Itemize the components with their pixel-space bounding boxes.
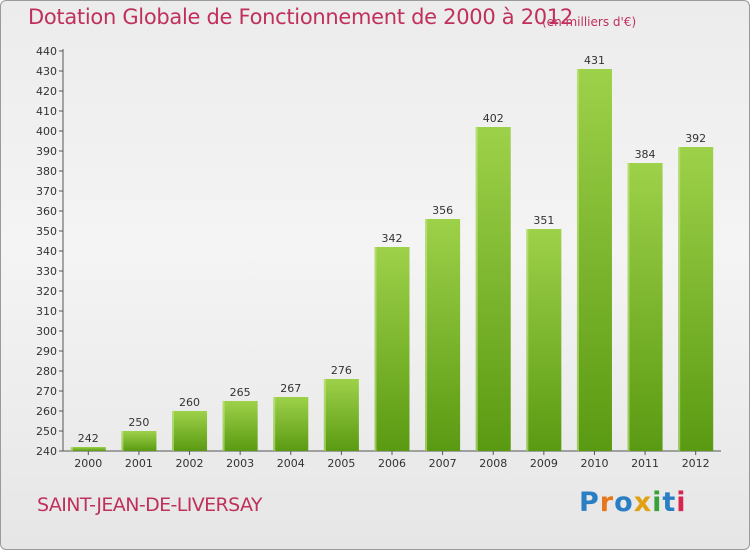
bar-highlight-2002 [172, 411, 175, 451]
bar-highlight-2000 [70, 447, 73, 451]
bar-highlight-2004 [273, 397, 276, 451]
bar-2002 [172, 411, 208, 451]
proxiti-logo[interactable]: Proxiti [579, 487, 687, 518]
bar-highlight-2006 [374, 247, 377, 451]
y-tick-label: 360 [36, 205, 57, 218]
x-tick-label-2001: 2001 [125, 457, 153, 470]
y-tick-label: 430 [36, 65, 57, 78]
bar-highlight-2008 [475, 127, 478, 451]
bar-2008 [475, 127, 511, 451]
data-label-2012: 392 [685, 132, 706, 145]
y-tick-label: 270 [36, 385, 57, 398]
y-tick-label: 240 [36, 445, 57, 458]
y-tick-label: 400 [36, 125, 57, 138]
y-tick-label: 280 [36, 365, 57, 378]
bar-2006 [374, 247, 410, 451]
y-tick-label: 260 [36, 405, 57, 418]
y-tick-label: 410 [36, 105, 57, 118]
bar-series [70, 69, 714, 451]
x-tick-label-2008: 2008 [479, 457, 507, 470]
x-tick-label-2004: 2004 [277, 457, 305, 470]
data-label-2006: 342 [382, 232, 403, 245]
x-tick-label-2006: 2006 [378, 457, 406, 470]
bar-2001 [121, 431, 157, 451]
logo-letter: i [652, 487, 663, 518]
x-tick-label-2009: 2009 [530, 457, 558, 470]
y-tick-label: 370 [36, 185, 57, 198]
bar-highlight-2007 [425, 219, 428, 451]
x-tick-label-2002: 2002 [176, 457, 204, 470]
y-tick-label: 440 [36, 45, 57, 58]
bar-2005 [323, 379, 359, 451]
data-label-2011: 384 [635, 148, 656, 161]
x-tick-label-2000: 2000 [74, 457, 102, 470]
bar-highlight-2009 [526, 229, 529, 451]
logo-letter: r [599, 487, 615, 518]
logo-letter: i [676, 487, 687, 518]
y-tick-label: 320 [36, 285, 57, 298]
bar-highlight-2011 [627, 163, 630, 451]
logo-letter: P [579, 487, 600, 518]
bar-2004 [273, 397, 309, 451]
bar-2011 [627, 163, 663, 451]
data-label-2001: 250 [128, 416, 149, 429]
y-tick-label: 350 [36, 225, 57, 238]
logo-letter: o [614, 487, 634, 518]
bar-highlight-2005 [323, 379, 326, 451]
x-tick-label-2010: 2010 [580, 457, 608, 470]
logo-letter: t [662, 487, 677, 518]
y-tick-label: 300 [36, 325, 57, 338]
y-tick-label: 330 [36, 265, 57, 278]
data-label-2003: 265 [230, 386, 251, 399]
data-label-2005: 276 [331, 364, 352, 377]
y-tick-label: 290 [36, 345, 57, 358]
y-tick-label: 310 [36, 305, 57, 318]
data-label-2010: 431 [584, 54, 605, 67]
y-tick-label: 340 [36, 245, 57, 258]
x-tick-label-2005: 2005 [327, 457, 355, 470]
bar-highlight-2012 [678, 147, 681, 451]
bar-2000 [70, 447, 106, 451]
bar-2012 [678, 147, 714, 451]
bar-2003 [222, 401, 258, 451]
y-axis: 240 250 260 270 280 290 300 310 320 330 340 350 360 3… [36, 45, 64, 458]
data-label-2009: 351 [533, 214, 554, 227]
data-labels: 242 250 260 265 267 276 342 356 402 351 431 384 392 [78, 54, 706, 445]
bar-highlight-2010 [576, 69, 579, 451]
x-tick-label-2012: 2012 [682, 457, 710, 470]
chart-subtitle: (en milliers d'€) [542, 15, 637, 29]
data-label-2007: 356 [432, 204, 453, 217]
data-label-2002: 260 [179, 396, 200, 409]
data-label-2004: 267 [280, 382, 301, 395]
bar-2010 [576, 69, 612, 451]
x-tick-label-2003: 2003 [226, 457, 254, 470]
bar-highlight-2001 [121, 431, 124, 451]
logo-letter: x [633, 487, 653, 518]
y-tick-label: 380 [36, 165, 57, 178]
bar-2007 [425, 219, 461, 451]
x-tick-label-2007: 2007 [429, 457, 457, 470]
bar-2009 [526, 229, 562, 451]
y-tick-label: 250 [36, 425, 57, 438]
y-tick-label: 390 [36, 145, 57, 158]
x-axis: 2000 2001 2002 2003 2004 2005 2006 2007 2008 2009… [63, 450, 721, 470]
data-label-2000: 242 [78, 432, 99, 445]
y-tick-label: 420 [36, 85, 57, 98]
data-label-2008: 402 [483, 112, 504, 125]
commune-name: SAINT-JEAN-DE-LIVERSAY [37, 494, 263, 516]
bar-highlight-2003 [222, 401, 225, 451]
x-tick-label-2011: 2011 [631, 457, 659, 470]
chart-title: Dotation Globale de Fonctionnement de 20… [28, 5, 573, 29]
